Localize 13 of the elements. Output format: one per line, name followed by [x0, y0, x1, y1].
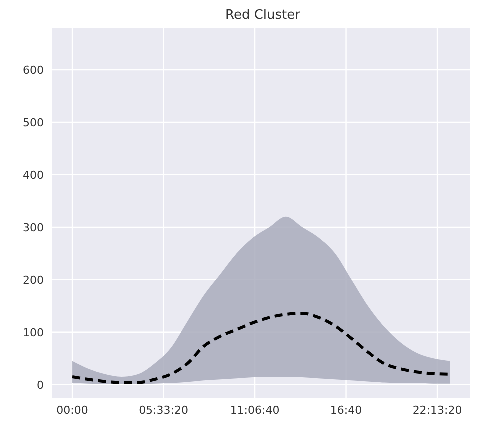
y-tick-label: 0 — [37, 378, 44, 392]
x-tick-label: 22:13:20 — [412, 404, 462, 417]
x-tick-label: 16:40 — [330, 404, 362, 417]
x-tick-label: 05:33:20 — [139, 404, 188, 417]
y-tick-label: 600 — [23, 64, 44, 77]
x-tick-label: 00:00 — [56, 404, 88, 417]
y-tick-label: 300 — [23, 221, 44, 234]
y-tick-label: 200 — [23, 274, 44, 287]
chart-title: Red Cluster — [224, 8, 302, 25]
x-tick-label: 11:06:40 — [230, 404, 280, 417]
y-tick-label: 400 — [23, 168, 44, 182]
y-tick-label: 100 — [23, 326, 44, 340]
y-tick-label: 500 — [23, 116, 44, 130]
